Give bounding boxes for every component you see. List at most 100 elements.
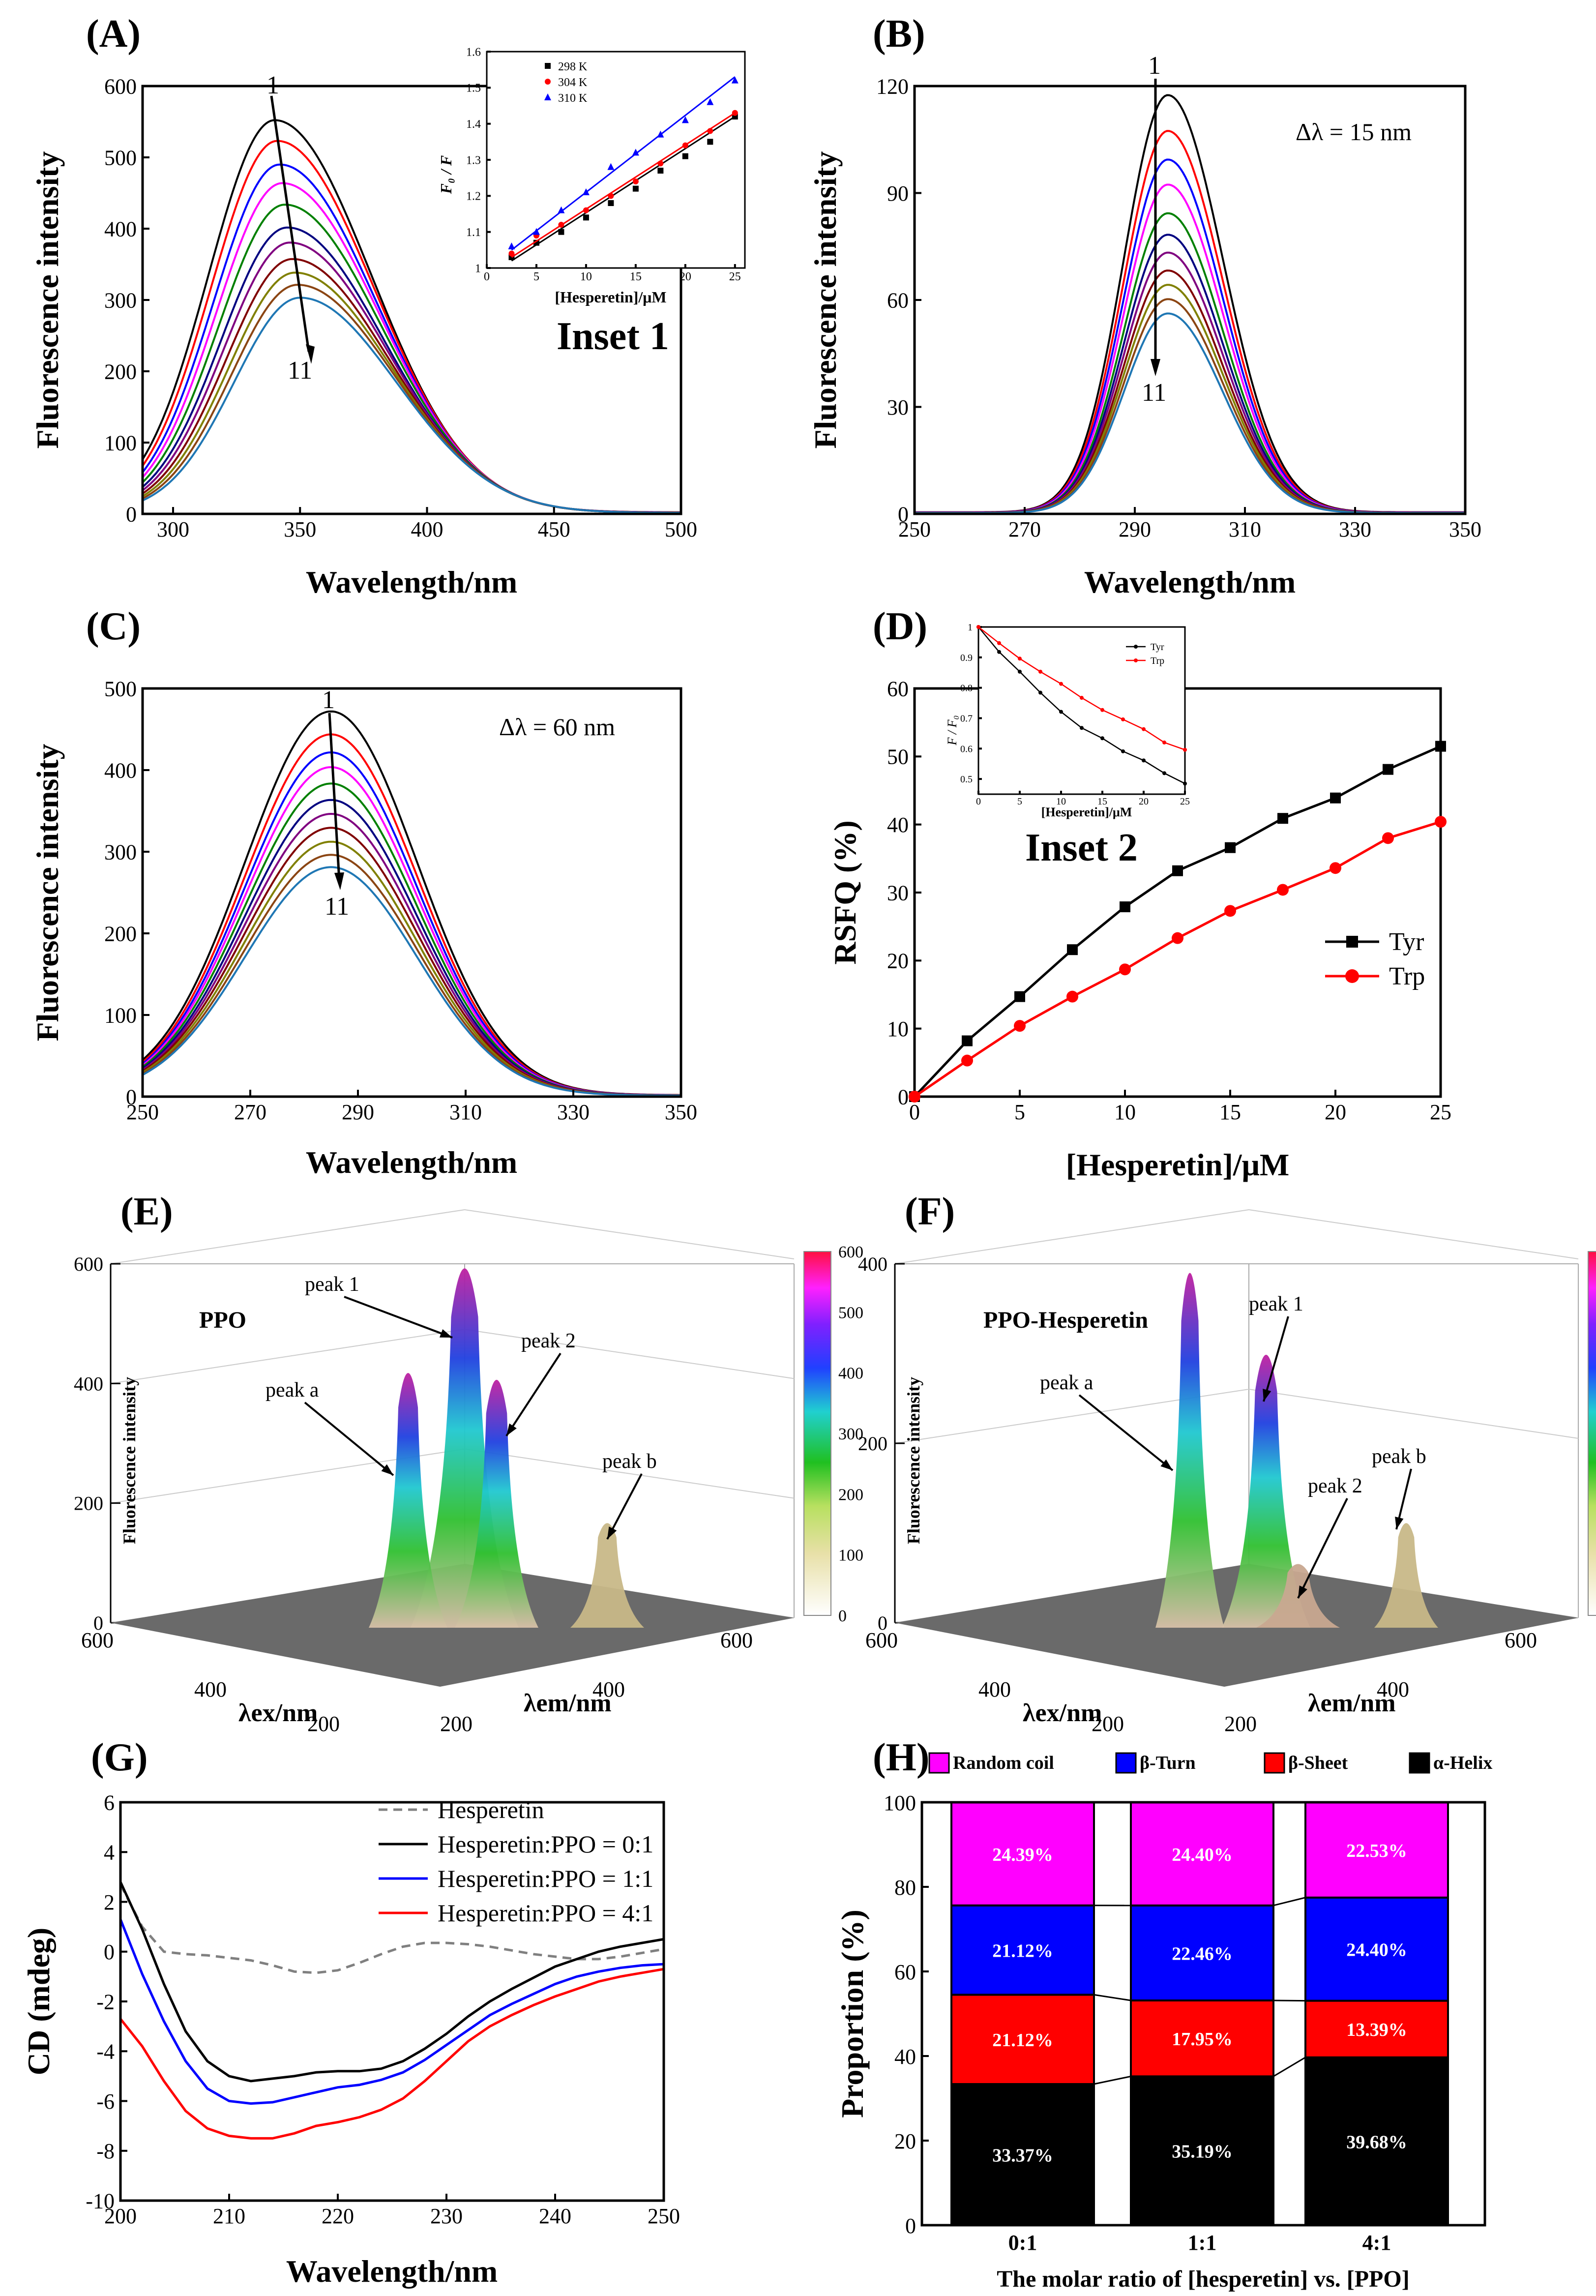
panel-g-series: [119, 1881, 664, 2140]
panel-h-y-tick-label: 20: [894, 2129, 916, 2153]
panel-e-peak-arrow: [606, 1473, 643, 1540]
panel-h-bar-segment: [1130, 2075, 1274, 2227]
panel-h-y-label: Proportion (%): [835, 1909, 870, 2118]
panel-e-em-tick-label: 400: [592, 1677, 625, 1701]
panel-c-x-tick-label: 270: [234, 1100, 266, 1124]
panel-b-y-label: Fluorescence intensity: [808, 151, 843, 449]
panel-c-y-tick-label: 100: [104, 1003, 137, 1027]
inset-1-point: [681, 116, 689, 123]
panel-letter-h: (H): [873, 1736, 930, 1779]
panel-d-y-tick-label: 60: [887, 677, 909, 701]
panel-e-ex-tick-label: 400: [194, 1677, 227, 1701]
panel-d-legend: Tyr Trp: [1325, 928, 1425, 990]
inset-1-frame: [486, 51, 746, 269]
inset-1-point: [583, 214, 589, 221]
inset-1-point: [632, 179, 639, 184]
panel-d-y-tick-label: 0: [898, 1085, 909, 1109]
panel-e-z-tick-label: 400: [74, 1372, 103, 1395]
panel-a-y-tick-label: 600: [104, 74, 137, 98]
panel-e-colorbar-tick-label: 300: [838, 1425, 863, 1443]
inset-2-y-tick-label: 0.5: [960, 774, 973, 785]
panel-h-y-tick-label: 100: [884, 1791, 916, 1815]
inset-2-y-tick-label: 0.9: [960, 653, 973, 663]
panel-e-peak-arrow-head: [607, 1526, 617, 1539]
inset-1-legend-label: 298 K: [558, 60, 588, 73]
panel-f-peak-label: peak 2: [1308, 1475, 1362, 1497]
panel-d-tyr-point: [1435, 741, 1446, 752]
inset-1-point: [657, 130, 664, 138]
panel-b-y-tick-label: 60: [887, 288, 909, 312]
panel-h-legend-swatch: [1264, 1752, 1285, 1774]
panel-b-spectrum-curve: [915, 284, 1465, 514]
inset-1-fit-line: [511, 76, 736, 251]
inset-1-legend-label: 310 K: [558, 92, 588, 105]
inset-2-x-tick-label: 20: [1139, 796, 1149, 807]
inset-1-point: [558, 206, 565, 213]
panel-c-x-tick-label: 350: [665, 1100, 697, 1124]
inset-1-title: Inset 1: [557, 315, 669, 358]
inset-1-point: [508, 242, 515, 249]
panel-g: 200 210 220 230 240 250 -10 -8 -6 -4 -2 0 2 4 6 Wavele…: [21, 1790, 680, 2289]
inset-1-point: [657, 160, 664, 167]
inset-1-point: [582, 188, 590, 195]
panel-e-peak-arrow: [505, 1352, 562, 1437]
panel-h-bar-label: 13.39%: [1346, 2020, 1407, 2040]
panel-b-curves: [915, 94, 1465, 514]
panel-g-x-tick-label: 210: [213, 2204, 245, 2228]
panel-d-y-tick-label: 20: [887, 949, 909, 973]
panel-f-ex-tick-label: 200: [1092, 1712, 1124, 1736]
panel-c-x-tick-label: 310: [449, 1100, 482, 1124]
inset-2-point: [1038, 669, 1042, 674]
panel-h-bar-label: 35.19%: [1172, 2142, 1233, 2162]
panel-h-connector: [1273, 2057, 1306, 2077]
panel-h-connector: [1094, 2075, 1131, 2085]
panel-g-y-tick-label: -2: [96, 1990, 115, 2014]
legend-trp-label: Trp: [1389, 962, 1425, 990]
inset-2-x-tick-label: 25: [1180, 796, 1190, 807]
inset-2-y-tick-label: 0.7: [960, 713, 973, 724]
panel-d-trp-point: [1172, 932, 1183, 944]
panel-b-spectrum-curve: [915, 183, 1465, 514]
inset-1-y-tick-label: 1.5: [466, 82, 481, 95]
panel-f-grid-line: [1248, 1389, 1579, 1439]
inset-2-legend-marker: [1134, 658, 1138, 662]
panel-d-y-tick-label: 30: [887, 881, 909, 905]
panel-h-x-tick-label: 1:1: [1188, 2231, 1217, 2255]
inset-1-point: [558, 222, 564, 228]
legend-trp-marker: [1345, 969, 1359, 983]
panel-g-cd-curve: [119, 1881, 664, 2083]
panel-e-peak-arrow-head: [440, 1329, 452, 1338]
inset-2-legend-label: Trp: [1151, 656, 1164, 666]
panel-e-colorbar-tick-label: 600: [838, 1243, 863, 1261]
panel-a-x-tick-label: 350: [284, 517, 316, 541]
panel-g-legend-label: Hesperetin:PPO = 1:1: [438, 1865, 653, 1892]
panel-c-y-tick-label: 0: [126, 1085, 137, 1109]
panel-g-legend-label: Hesperetin:PPO = 0:1: [438, 1830, 653, 1858]
panel-b-x-tick-label: 310: [1229, 517, 1261, 541]
panel-a-y-tick-label: 300: [104, 288, 137, 312]
panel-d-trp-point: [1435, 816, 1447, 828]
inset-2-point: [1100, 708, 1104, 712]
inset-2-point: [1121, 749, 1125, 753]
panel-h-x-label: The molar ratio of [hesperetin] vs. [PPO…: [997, 2266, 1409, 2292]
inset-1-point: [558, 229, 564, 235]
panel-e-peak-arrow: [304, 1401, 394, 1476]
panel-letter-b: (B): [873, 12, 925, 56]
inset-2-point: [1142, 727, 1146, 731]
panel-b-annotation: Δλ = 15 nm: [1296, 118, 1412, 146]
panel-h-legend-swatch: [928, 1752, 950, 1774]
inset-1-y-tick-label: 1.4: [466, 118, 481, 131]
panel-a-y-label: Fluorescence intensity: [30, 151, 65, 449]
panel-a-y-tick-label: 0: [126, 502, 137, 526]
panel-d-y-tick-label: 50: [887, 745, 909, 769]
panel-e-em-tick-label: 200: [440, 1712, 473, 1736]
panel-f-peak-1: [1222, 1355, 1310, 1628]
inset-1-fit-line: [511, 112, 736, 258]
panel-e-grid-line: [464, 1448, 795, 1499]
panel-h-connector: [1094, 1994, 1131, 2001]
panel-c-x-label: Wavelength/nm: [306, 1145, 517, 1180]
panel-e-z-tick-label: 0: [93, 1612, 103, 1634]
panel-d-tyr-point: [1330, 792, 1341, 804]
panel-h-bar-label: 22.53%: [1346, 1841, 1407, 1861]
panel-d-tyr-point: [1067, 944, 1078, 955]
